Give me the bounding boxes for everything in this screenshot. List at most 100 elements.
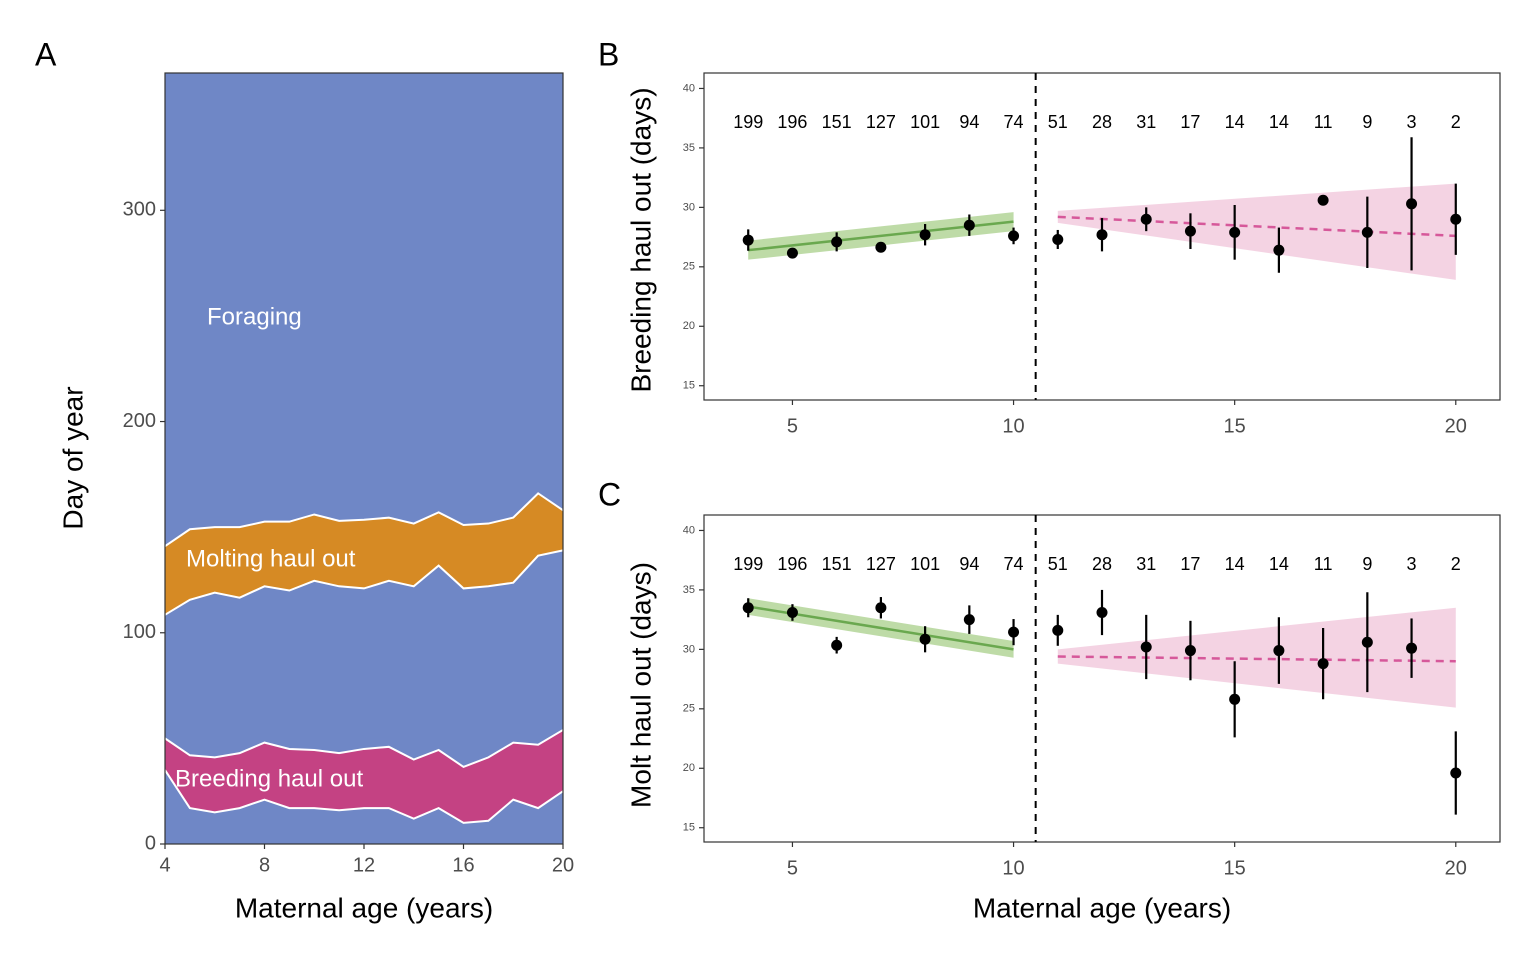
point (742, 602, 754, 614)
point (1450, 213, 1462, 225)
point (1406, 198, 1418, 210)
point (1008, 626, 1020, 638)
x-tick-label: 5 (787, 857, 798, 879)
area-label: Molting haul out (186, 545, 356, 572)
x-tick-label: 8 (259, 854, 270, 876)
sample-size: 199 (733, 112, 763, 132)
area-label: Breeding haul out (175, 765, 363, 792)
point (875, 602, 887, 614)
fit-line (1057, 215, 1456, 238)
fit-ribbon (1057, 183, 1456, 280)
point (1273, 244, 1285, 256)
y-tick-label: 40 (683, 82, 695, 94)
x-tick-label: 15 (1224, 415, 1246, 437)
point (1140, 641, 1152, 653)
area-label: Foraging (207, 303, 302, 330)
sample-size: 2 (1451, 554, 1461, 574)
point (1140, 213, 1152, 225)
point (1052, 624, 1064, 636)
y-tick-label: 35 (683, 584, 695, 596)
point (1361, 226, 1373, 238)
sample-size: 127 (866, 554, 896, 574)
sample-size: 101 (910, 554, 940, 574)
sample-size: 17 (1180, 554, 1200, 574)
area-boundary (164, 492, 564, 547)
sample-size: 9 (1362, 554, 1372, 574)
sample-size: 28 (1092, 112, 1112, 132)
point (1450, 767, 1462, 779)
sample-size: 28 (1092, 554, 1112, 574)
y-tick-label: 35 (683, 142, 695, 154)
point (1406, 642, 1418, 654)
sample-size: 14 (1225, 554, 1245, 574)
y-tick-label: 200 (123, 410, 156, 432)
plot-background (165, 73, 563, 844)
y-tick-label: 40 (683, 524, 695, 536)
point (1229, 693, 1241, 705)
x-tick-label: 20 (552, 854, 574, 876)
point (786, 247, 798, 259)
point (1361, 636, 1373, 648)
sample-size: 11 (1314, 112, 1333, 132)
y-axis-title: Day of year (57, 386, 88, 529)
y-axis-title: Breeding haul out (days) (625, 87, 656, 392)
sample-size: 94 (959, 554, 979, 574)
sample-size: 151 (822, 112, 852, 132)
point (1317, 194, 1329, 206)
y-tick-label: 30 (683, 643, 695, 655)
sample-size: 9 (1362, 112, 1372, 132)
sample-size: 14 (1269, 112, 1289, 132)
fit-line (1057, 655, 1456, 663)
x-tick-label: 10 (1002, 415, 1024, 437)
sample-size: 11 (1314, 554, 1333, 574)
point (1052, 233, 1064, 245)
sample-size: 74 (1004, 112, 1024, 132)
sample-size: 2 (1451, 112, 1461, 132)
y-tick-label: 100 (123, 621, 156, 643)
point (786, 607, 798, 619)
area-boundary (164, 549, 564, 616)
panel-letter: A (35, 36, 57, 72)
x-tick-label: 20 (1445, 415, 1467, 437)
x-tick-label: 10 (1002, 857, 1024, 879)
y-tick-label: 25 (683, 703, 695, 715)
point (1229, 226, 1241, 238)
sample-size: 51 (1048, 554, 1068, 574)
x-tick-label: 15 (1224, 857, 1246, 879)
sample-size: 127 (866, 112, 896, 132)
sample-size: 17 (1180, 112, 1200, 132)
plot-frame (164, 72, 564, 845)
point (1096, 607, 1108, 619)
panel-letter: C (598, 476, 621, 512)
x-tick-label: 5 (787, 415, 798, 437)
sample-size: 31 (1136, 554, 1156, 574)
point (963, 614, 975, 626)
y-tick-label: 0 (145, 832, 156, 854)
sample-size: 3 (1407, 112, 1417, 132)
x-axis-title: Maternal age (years) (973, 892, 1231, 923)
point (831, 236, 843, 248)
point (1096, 229, 1108, 241)
point (831, 639, 843, 651)
point (1273, 645, 1285, 657)
x-tick-label: 16 (452, 854, 474, 876)
point (1184, 225, 1196, 237)
sample-size: 3 (1407, 554, 1417, 574)
point (919, 633, 931, 645)
y-tick-label: 15 (683, 822, 695, 834)
range-area (165, 493, 563, 615)
x-tick-label: 4 (159, 854, 170, 876)
point (742, 234, 754, 246)
sample-size: 101 (910, 112, 940, 132)
point (1184, 645, 1196, 657)
y-tick-label: 300 (123, 199, 156, 221)
sample-size: 51 (1048, 112, 1068, 132)
point (919, 229, 931, 241)
sample-size: 94 (959, 112, 979, 132)
y-tick-label: 20 (683, 320, 695, 332)
area-boundary (164, 729, 564, 769)
y-tick-label: 20 (683, 762, 695, 774)
y-tick-label: 30 (683, 201, 695, 213)
x-tick-label: 12 (353, 854, 375, 876)
